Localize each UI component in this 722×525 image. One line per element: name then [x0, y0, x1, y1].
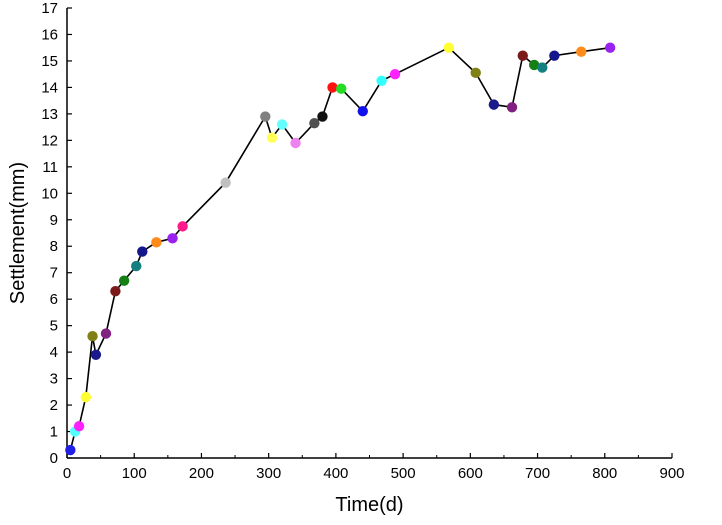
y-tick-label: 3: [50, 371, 58, 388]
data-point: [317, 111, 328, 122]
data-point: [110, 286, 121, 297]
x-tick-label: 800: [592, 465, 617, 482]
data-point: [100, 328, 112, 339]
y-tick-label: 0: [50, 450, 58, 467]
data-point: [260, 111, 271, 122]
data-point: [137, 246, 148, 257]
y-tick-label: 12: [41, 132, 58, 149]
y-tick-label: 11: [42, 159, 58, 176]
data-point: [576, 46, 587, 57]
y-tick-label: 15: [41, 53, 58, 70]
data-point: [65, 444, 76, 456]
data-point: [537, 62, 548, 73]
data-point: [276, 119, 288, 130]
x-tick-label: 200: [189, 465, 214, 482]
data-point: [376, 75, 387, 86]
series-line-path: [69, 46, 611, 451]
y-tick-label: 1: [50, 424, 58, 441]
data-point: [290, 137, 301, 149]
data-point: [177, 221, 188, 232]
x-tick-label: 500: [391, 465, 416, 482]
series-points: [65, 42, 616, 456]
x-tick-label: 0: [63, 465, 71, 482]
y-tick-label: 16: [41, 26, 58, 43]
data-point: [488, 99, 500, 110]
data-point: [506, 102, 518, 113]
y-axis-title: Settlement(mm): [7, 162, 29, 304]
data-point: [604, 42, 616, 53]
data-point: [87, 331, 98, 342]
x-tick-label: 600: [458, 465, 483, 482]
series-line: [69, 46, 611, 451]
y-tick-label: 17: [41, 0, 58, 17]
data-point: [470, 67, 481, 79]
x-tick-label: 700: [525, 465, 550, 482]
y-tick-label: 6: [50, 291, 58, 308]
y-tick-label: 13: [41, 106, 58, 123]
y-tick-label: 2: [50, 397, 58, 414]
x-axis-title: Time(d): [335, 494, 403, 516]
y-tick-label: 14: [41, 79, 58, 96]
data-point: [73, 421, 85, 432]
data-point: [167, 233, 178, 244]
x-ticks: 0 100 200 300 400 500 600 700 800 900: [63, 453, 685, 482]
data-point: [118, 275, 130, 286]
data-point: [357, 106, 368, 117]
data-point: [549, 50, 560, 61]
y-tick-label: 5: [50, 318, 58, 335]
data-point: [336, 83, 347, 94]
data-point: [327, 82, 338, 93]
data-point: [90, 349, 102, 360]
x-tick-label: 100: [122, 465, 147, 482]
y-tick-label: 9: [50, 212, 58, 229]
data-point: [389, 68, 401, 80]
x-tick-label: 300: [256, 465, 281, 482]
data-point: [266, 132, 278, 143]
data-point: [151, 237, 162, 248]
x-tick-label: 900: [659, 465, 684, 482]
data-point: [80, 391, 92, 403]
y-tick-label: 8: [50, 238, 58, 255]
data-point: [443, 42, 455, 53]
y-tick-label: 7: [50, 265, 58, 282]
data-point: [528, 59, 540, 71]
x-tick-label: 400: [323, 465, 348, 482]
data-point: [220, 177, 231, 188]
y-tick-label: 4: [50, 344, 58, 361]
data-point: [517, 50, 528, 61]
y-tick-label: 10: [41, 185, 58, 202]
data-point: [309, 117, 320, 129]
axes: [66, 8, 672, 459]
data-point: [131, 260, 142, 272]
